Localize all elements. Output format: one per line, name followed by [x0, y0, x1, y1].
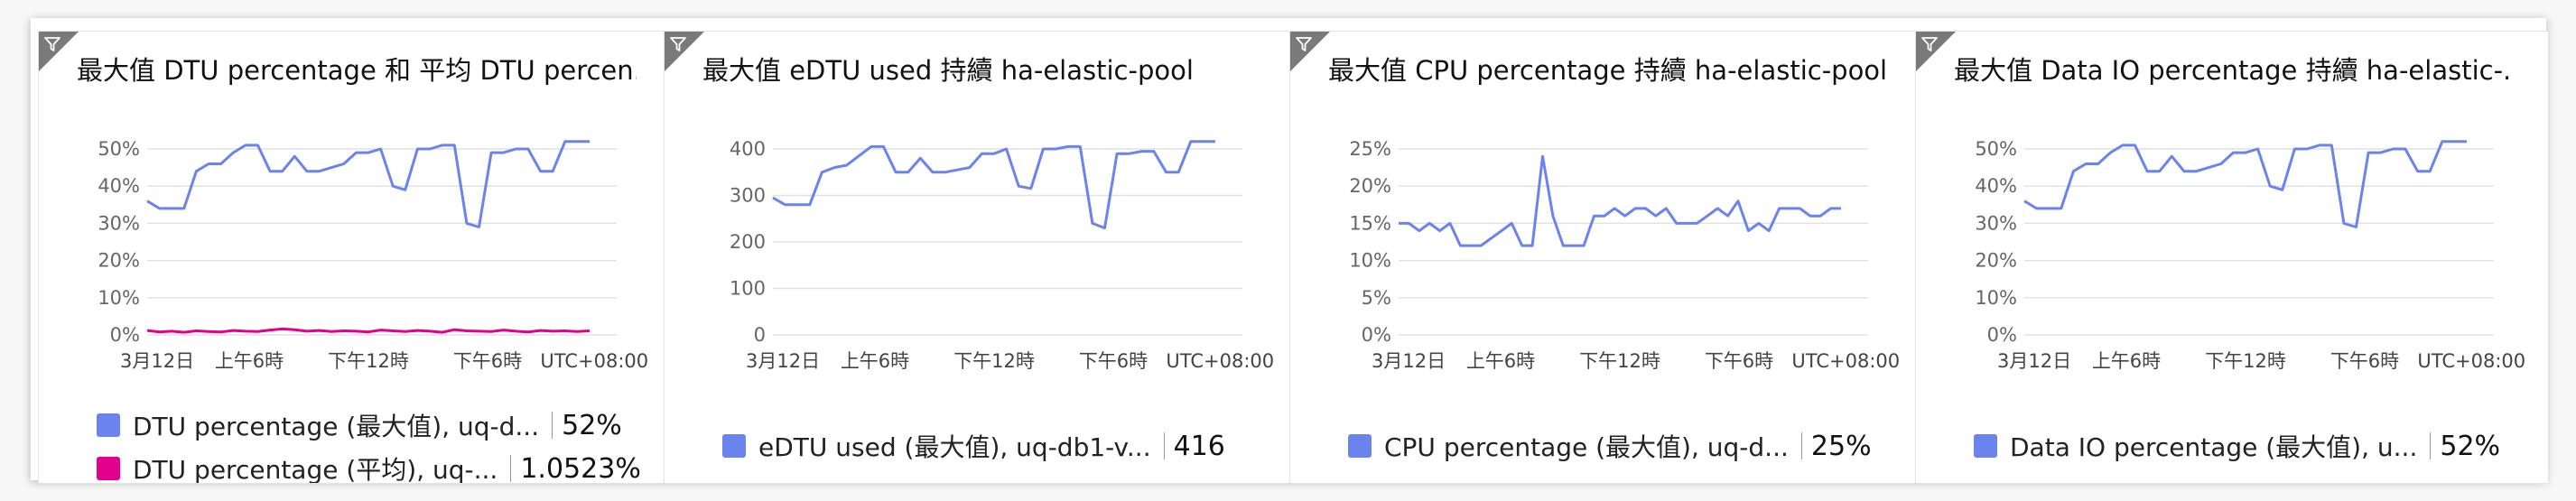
x-tick-label: 下午12時 — [328, 350, 409, 372]
x-tick-label: 下午6時 — [2330, 350, 2399, 372]
chart-svg: 0% 5% 10% 15% 20% 25% 3月12日 上午6時 下午12時 下午6時 UTC+08… — [1349, 138, 1900, 372]
line-chart[interactable]: 0% 10% 20% 30% 40% 50% 3月12日 上午6時 下午12時 下午6時 UTC+0… — [39, 131, 671, 393]
x-tick-label: UTC+08:00 — [1166, 350, 1274, 372]
dashboard-frame: 最大值 DTU percentage 和 平均 DTU percen... 0% 1… — [31, 18, 2549, 484]
legend-separator — [1800, 432, 1802, 459]
legend-value: 52% — [562, 409, 622, 441]
y-tick-label: 40% — [98, 175, 140, 197]
y-tick-label: 10% — [98, 287, 140, 309]
x-tick-label: 3月12日 — [1372, 350, 1446, 372]
legend-label: eDTU used (最大值), uq-db1-v... — [758, 432, 1151, 462]
x-tick-label: 上午6時 — [841, 350, 909, 372]
line-chart[interactable]: 0% 5% 10% 15% 20% 25% 3月12日 上午6時 下午12時 下午6時 UTC+08… — [1290, 131, 1922, 393]
x-tick-label: 下午12時 — [1579, 350, 1660, 372]
series-line-1[interactable] — [772, 140, 1215, 230]
legend-item[interactable]: DTU percentage (最大值), uq-d... 52% — [97, 404, 656, 447]
y-tick-label: 300 — [730, 185, 766, 207]
y-tick-label: 400 — [730, 138, 766, 160]
legend-value: 52% — [2440, 430, 2501, 462]
x-tick-label: 下午12時 — [953, 350, 1035, 372]
legend-swatch — [1974, 434, 1997, 458]
y-tick-label: 0 — [754, 324, 766, 346]
chart-tile-2[interactable]: 最大值 eDTU used 持續 ha-elastic-pool 0 100 200 3… — [664, 31, 1297, 484]
legend-separator — [2430, 432, 2432, 459]
legend-label: Data IO percentage (最大值), u... — [2010, 432, 2418, 462]
y-tick-label: 5% — [1362, 287, 1391, 309]
legend-label: CPU percentage (最大值), uq-d... — [1384, 432, 1789, 462]
chart-tile-4[interactable]: 最大值 Data IO percentage 持續 ha-elastic-...… — [1915, 31, 2549, 484]
chart-title[interactable]: 最大值 DTU percentage 和 平均 DTU percen... — [77, 55, 637, 86]
legend-swatch — [97, 457, 120, 480]
x-tick-label: 3月12日 — [1997, 350, 2071, 372]
y-tick-label: 15% — [1349, 212, 1391, 234]
y-tick-label: 50% — [98, 138, 140, 160]
chart-title[interactable]: 最大值 eDTU used 持續 ha-elastic-pool — [702, 55, 1194, 86]
x-tick-label: UTC+08:00 — [540, 350, 648, 372]
series-line-1[interactable] — [1399, 154, 1841, 247]
legend-swatch — [1348, 434, 1372, 458]
legend-item[interactable]: Data IO percentage (最大值), u... 52% — [1974, 424, 2534, 468]
y-tick-label: 25% — [1349, 138, 1391, 160]
chart-legend: DTU percentage (最大值), uq-d... 52% DTU perc… — [97, 404, 656, 484]
y-tick-label: 0% — [1362, 324, 1391, 346]
chart-legend: CPU percentage (最大值), uq-d... 25% — [1348, 424, 1908, 468]
series-line-1[interactable] — [146, 140, 590, 228]
chart-title[interactable]: 最大值 Data IO percentage 持續 ha-elastic-... — [1954, 55, 2514, 86]
y-tick-label: 10% — [1975, 287, 2017, 309]
y-tick-label: 100 — [730, 278, 766, 300]
legend-value: 1.0523% — [520, 452, 641, 484]
filter-icon — [670, 37, 686, 51]
x-tick-label: 下午6時 — [1705, 350, 1773, 372]
y-tick-label: 20% — [1975, 250, 2017, 272]
legend-label: DTU percentage (最大值), uq-d... — [133, 412, 540, 441]
chart-svg: 0% 10% 20% 30% 40% 50% 3月12日 上午6時 下午12時 下午6時 UTC+0… — [98, 138, 648, 372]
x-tick-label: 上午6時 — [1466, 350, 1535, 372]
legend-item[interactable]: CPU percentage (最大值), uq-d... 25% — [1348, 424, 1908, 468]
chart-legend: Data IO percentage (最大值), u... 52% — [1974, 424, 2534, 468]
y-tick-label: 50% — [1975, 138, 2017, 160]
legend-swatch — [722, 434, 746, 458]
chart-legend: eDTU used (最大值), uq-db1-v... 416 — [722, 424, 1282, 468]
y-tick-label: 0% — [1987, 324, 2017, 346]
y-tick-label: 10% — [1349, 250, 1391, 272]
series-line-2[interactable] — [146, 327, 591, 334]
x-tick-label: UTC+08:00 — [2417, 350, 2525, 372]
y-tick-label: 20% — [1349, 175, 1391, 197]
legend-separator — [510, 455, 512, 482]
x-tick-label: 下午12時 — [2205, 350, 2286, 372]
filter-icon — [1921, 37, 1938, 51]
y-tick-label: 20% — [98, 250, 140, 272]
legend-separator — [552, 412, 553, 439]
y-tick-label: 30% — [98, 212, 140, 234]
filter-icon — [1296, 37, 1312, 51]
x-tick-label: 上午6時 — [2092, 350, 2161, 372]
series-line-1[interactable] — [2023, 140, 2467, 228]
x-tick-label: 3月12日 — [120, 350, 194, 372]
legend-separator — [1163, 432, 1165, 459]
legend-label: DTU percentage (平均), uq-... — [133, 455, 498, 484]
x-tick-label: UTC+08:00 — [1791, 350, 1900, 372]
y-tick-label: 40% — [1975, 175, 2017, 197]
chart-svg: 0 100 200 300 400 3月12日 上午6時 下午12時 下午6時 UTC+08:00 — [730, 138, 1274, 372]
legend-value: 25% — [1810, 430, 1872, 462]
x-tick-label: 下午6時 — [1079, 350, 1148, 372]
chart-tile-1[interactable]: 最大值 DTU percentage 和 平均 DTU percen... 0% 1… — [38, 31, 672, 484]
legend-value: 416 — [1173, 430, 1225, 462]
chart-svg: 0% 10% 20% 30% 40% 50% 3月12日 上午6時 下午12時 下午6時 UTC+0… — [1975, 138, 2525, 372]
filter-icon — [44, 37, 60, 51]
y-tick-label: 200 — [730, 231, 766, 253]
chart-title[interactable]: 最大值 CPU percentage 持續 ha-elastic-pool — [1328, 55, 1888, 86]
x-tick-label: 3月12日 — [746, 350, 820, 372]
chart-tile-3[interactable]: 最大值 CPU percentage 持續 ha-elastic-pool 0% 5… — [1289, 31, 1923, 484]
line-chart[interactable]: 0 100 200 300 400 3月12日 上午6時 下午12時 下午6時 UTC+08:00 — [665, 131, 1297, 393]
y-tick-label: 30% — [1975, 212, 2017, 234]
x-tick-label: 上午6時 — [215, 350, 284, 372]
legend-swatch — [97, 413, 120, 437]
y-tick-label: 0% — [110, 324, 140, 346]
x-tick-label: 下午6時 — [453, 350, 522, 372]
legend-item[interactable]: DTU percentage (平均), uq-... 1.0523% — [97, 447, 656, 484]
line-chart[interactable]: 0% 10% 20% 30% 40% 50% 3月12日 上午6時 下午12時 下午6時 UTC+0… — [1916, 131, 2548, 393]
legend-item[interactable]: eDTU used (最大值), uq-db1-v... 416 — [722, 424, 1282, 468]
